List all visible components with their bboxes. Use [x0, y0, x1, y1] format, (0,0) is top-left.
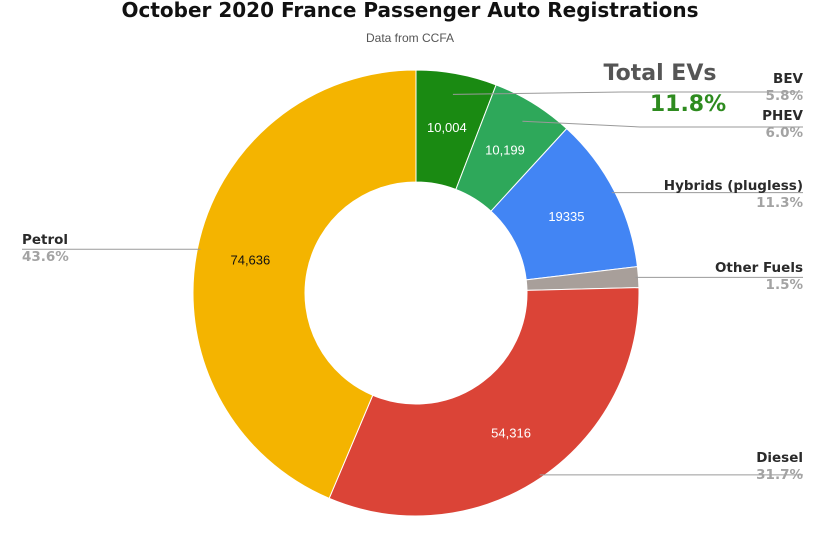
leader-bev [452, 91, 803, 95]
category-percent-hybrids-plugless: 11.3% [756, 195, 803, 211]
category-percent-diesel: 31.7% [756, 467, 803, 483]
slice-value-bev: 10,004 [427, 120, 467, 135]
slice-value-petrol: 74,636 [230, 252, 270, 267]
category-label-phev: PHEV [762, 108, 803, 124]
category-percent-petrol: 43.6% [22, 249, 69, 265]
category-percent-phev: 6.0% [766, 125, 804, 141]
slice-value-hybrids-plugless: 19335 [548, 209, 584, 224]
slice-petrol [192, 69, 417, 500]
chart-title: October 2020 France Passenger Auto Regis… [121, 0, 698, 22]
donut-slices [192, 69, 640, 517]
category-label-other-fuels: Other Fuels [715, 260, 803, 276]
category-label-petrol: Petrol [22, 232, 68, 248]
category-label-diesel: Diesel [756, 450, 803, 466]
leader-phev [522, 120, 803, 128]
leader-lines [22, 91, 803, 476]
category-label-bev: BEV [773, 71, 804, 87]
slice-value-diesel: 54,316 [491, 426, 531, 441]
total-evs-title: Total EVs [604, 61, 717, 86]
category-percent-bev: 5.8% [766, 88, 804, 104]
slice-diesel [328, 287, 640, 517]
total-evs-value: 11.8% [650, 92, 726, 117]
category-percent-other-fuels: 1.5% [766, 277, 804, 293]
slice-value-phev: 10,199 [485, 142, 525, 157]
chart-subtitle: Data from CCFA [366, 31, 454, 45]
category-label-hybrids-plugless: Hybrids (plugless) [664, 178, 803, 194]
